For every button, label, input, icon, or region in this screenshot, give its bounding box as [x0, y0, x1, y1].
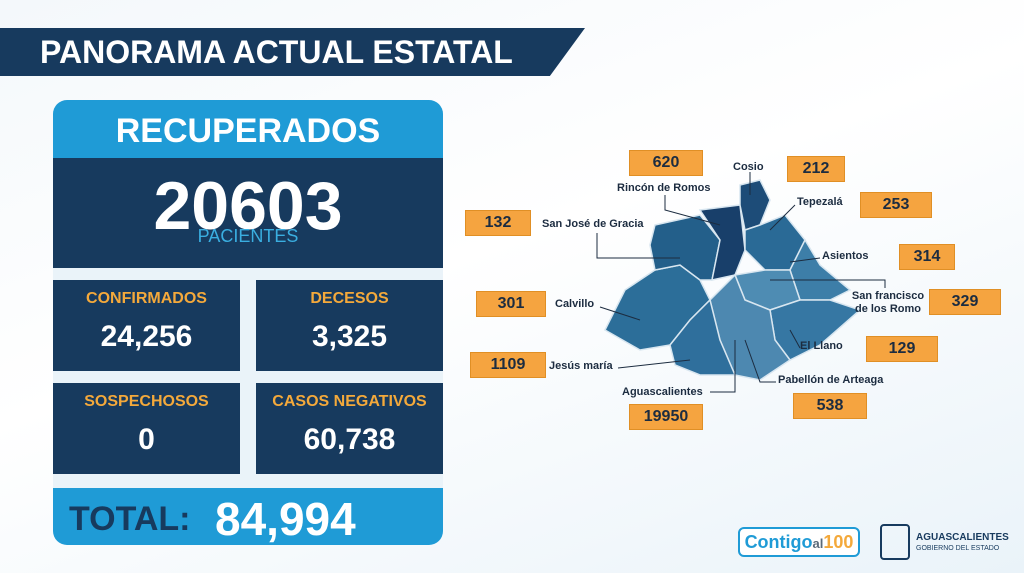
leader-line: [710, 340, 736, 393]
stat-value: 60,738: [303, 423, 396, 456]
stat-card: SOSPECHOSOS 0: [53, 383, 240, 474]
municipality-value: 132: [465, 210, 531, 236]
municipality-name: Jesús maría: [549, 360, 613, 372]
leader-line: [664, 195, 721, 226]
recovered-label: RECUPERADOS: [53, 100, 443, 158]
municipality-name: Calvillo: [555, 298, 595, 310]
municipality-value: 329: [929, 289, 1001, 315]
leader-line: [596, 233, 680, 259]
municipality-value: 301: [476, 291, 546, 317]
org-name: AGUASCALIENTES: [916, 532, 1009, 543]
leader-line: [744, 339, 776, 383]
campaign-text: 100: [823, 532, 854, 552]
campaign-text: al: [812, 536, 824, 551]
recovered-value: 20603: [153, 168, 343, 244]
leader-line: [789, 257, 821, 263]
stat-value: 24,256: [100, 320, 193, 353]
municipality-value: 1109: [470, 352, 546, 378]
stat-label: CONFIRMADOS: [86, 290, 207, 307]
page-title: PANORAMA ACTUAL ESTATAL: [0, 28, 585, 76]
total-value: 84,994: [215, 493, 356, 545]
leader-line: [769, 204, 796, 231]
municipality-value: 620: [629, 150, 703, 176]
campaign-logo: Contigoal100: [738, 527, 860, 557]
municipality-value: 538: [793, 393, 867, 419]
municipality-name: Aguascalientes: [622, 386, 703, 398]
municipality-name: San francisco de los Romo: [851, 290, 925, 315]
region: [604, 264, 711, 351]
region: [649, 214, 721, 281]
municipality-name: San José de Gracia: [542, 218, 644, 230]
region: [669, 298, 737, 376]
municipality-name: Cosio: [733, 161, 764, 173]
leader-line: [617, 359, 691, 369]
municipality-name: Rincón de Romos: [617, 182, 711, 194]
municipality-name: El Llano: [800, 340, 843, 352]
municipality-value: 314: [899, 244, 955, 270]
stat-card: DECESOS 3,325: [256, 280, 443, 371]
municipality-value: 253: [860, 192, 932, 218]
stat-label: DECESOS: [310, 290, 389, 307]
stat-label: SOSPECHOSOS: [84, 393, 209, 410]
stat-card: CONFIRMADOS 24,256: [53, 280, 240, 371]
leader-line: [789, 329, 801, 349]
stat-value: 0: [138, 423, 155, 456]
recovered-card: 20603 PACIENTES: [53, 158, 443, 268]
leader-line: [599, 306, 641, 321]
org-subtitle: GOBIERNO DEL ESTADO: [916, 545, 1000, 552]
recovered-unit: PACIENTES: [197, 226, 299, 246]
municipality-name: Tepezalá: [797, 196, 843, 208]
total-label: TOTAL:: [69, 500, 191, 538]
stat-card: CASOS NEGATIVOS 60,738: [256, 383, 443, 474]
municipality-value: 129: [866, 336, 938, 362]
stats-panel: RECUPERADOS 20603 PACIENTES CONFIRMADOS 2…: [53, 100, 443, 545]
leader-line: [770, 279, 886, 288]
stat-value: 3,325: [311, 320, 388, 353]
municipality-name: Asientos: [822, 250, 869, 262]
municipality-value: 212: [787, 156, 845, 182]
municipality-name: Pabellón de Arteaga: [778, 374, 884, 386]
stat-label: CASOS NEGATIVOS: [272, 393, 427, 410]
crest: [880, 524, 910, 560]
municipality-value: 19950: [629, 404, 703, 430]
campaign-text: Contigo: [744, 532, 813, 552]
total-bar: TOTAL: 84,994: [53, 488, 443, 545]
